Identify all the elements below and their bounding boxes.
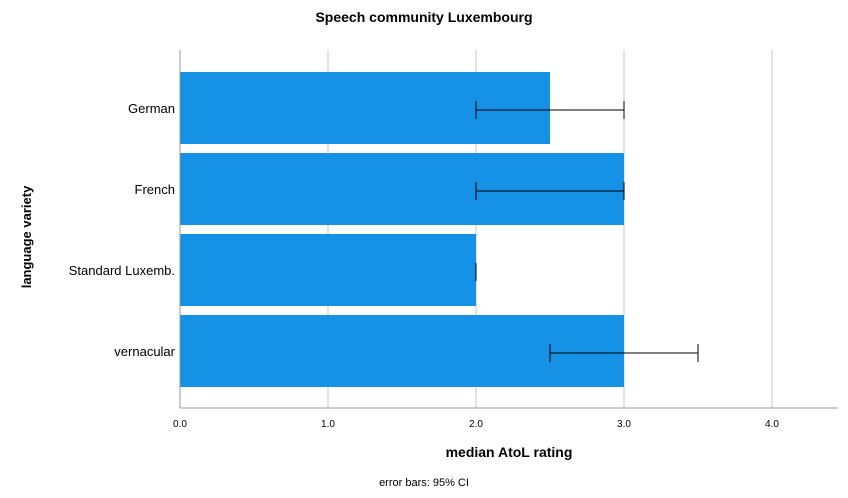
x-tick-label: 1.0 bbox=[321, 419, 335, 430]
category-label: French bbox=[135, 182, 175, 197]
bar-french bbox=[180, 153, 624, 225]
category-label: German bbox=[128, 101, 175, 116]
category-label: vernacular bbox=[114, 344, 175, 359]
footnote: error bars: 95% CI bbox=[379, 477, 469, 489]
chart-title: Speech community Luxembourg bbox=[315, 9, 532, 25]
x-tick-label: 2.0 bbox=[469, 419, 483, 430]
axes bbox=[179, 50, 838, 409]
bar-german bbox=[180, 72, 550, 144]
x-tick-label: 4.0 bbox=[765, 419, 779, 430]
category-label: Standard Luxemb. bbox=[69, 263, 175, 278]
error-bars bbox=[475, 101, 699, 362]
x-axis-label: median AtoL rating bbox=[446, 444, 573, 460]
bar-vernacular bbox=[180, 315, 624, 387]
category-labels: German French Standard Luxemb. vernacular bbox=[69, 101, 176, 359]
bars bbox=[180, 72, 624, 387]
y-axis-label: language variety bbox=[19, 185, 34, 288]
bar-standard-luxemb bbox=[180, 234, 476, 306]
x-tick-label: 0.0 bbox=[173, 419, 187, 430]
x-tick-labels: 0.0 1.0 2.0 3.0 4.0 bbox=[173, 419, 779, 430]
x-tick-label: 3.0 bbox=[617, 419, 631, 430]
